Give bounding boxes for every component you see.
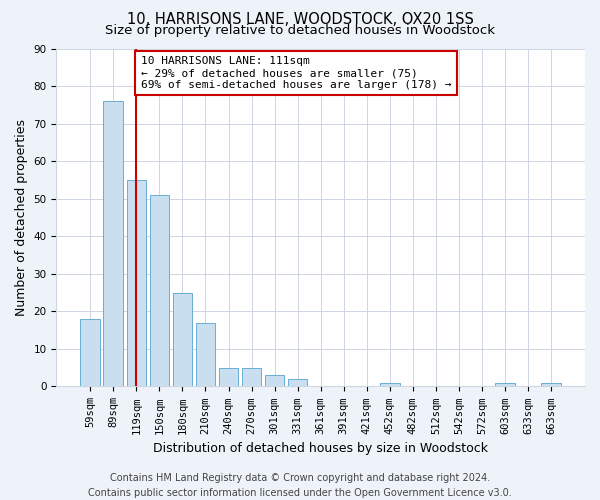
Bar (541, 382, 561, 386)
Bar (242, 368, 262, 386)
Bar (196, 322, 215, 386)
Bar (127, 180, 146, 386)
Bar (265, 375, 284, 386)
Bar (495, 382, 515, 386)
Text: 10 HARRISONS LANE: 111sqm
← 29% of detached houses are smaller (75)
69% of semi-: 10 HARRISONS LANE: 111sqm ← 29% of detac… (141, 56, 451, 90)
Bar (149, 195, 169, 386)
Text: 10, HARRISONS LANE, WOODSTOCK, OX20 1SS: 10, HARRISONS LANE, WOODSTOCK, OX20 1SS (127, 12, 473, 28)
X-axis label: Distribution of detached houses by size in Woodstock: Distribution of detached houses by size … (153, 442, 488, 455)
Text: Size of property relative to detached houses in Woodstock: Size of property relative to detached ho… (105, 24, 495, 37)
Bar (103, 102, 123, 387)
Bar (219, 368, 238, 386)
Text: Contains HM Land Registry data © Crown copyright and database right 2024.
Contai: Contains HM Land Registry data © Crown c… (88, 472, 512, 498)
Bar (80, 319, 100, 386)
Y-axis label: Number of detached properties: Number of detached properties (15, 119, 28, 316)
Bar (173, 292, 192, 386)
Bar (288, 379, 307, 386)
Bar (380, 382, 400, 386)
